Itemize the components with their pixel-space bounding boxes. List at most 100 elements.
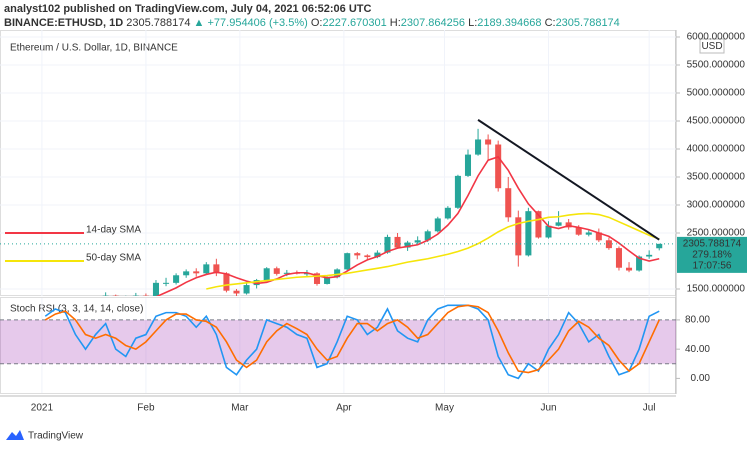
candle-body <box>334 269 341 278</box>
o-label: O: <box>311 17 323 29</box>
candle-body <box>132 295 139 296</box>
candle-body <box>565 222 572 228</box>
currency: USD <box>701 41 722 52</box>
candle-body <box>152 282 159 296</box>
candle-body <box>354 253 361 256</box>
candle-body <box>424 231 431 241</box>
last-price-extra: 17:07:56 <box>693 261 732 272</box>
x-tick-label: May <box>435 403 454 414</box>
candle-body <box>404 242 411 248</box>
candle-body <box>183 271 190 276</box>
y-tick-label: 4000.000000 <box>687 144 746 155</box>
currency-box <box>699 38 725 54</box>
price-plot <box>102 119 663 296</box>
last-price-box <box>677 236 747 273</box>
candle-body <box>414 240 421 243</box>
y-tick-label: 5500.000000 <box>687 60 746 71</box>
stoch-plot <box>0 304 676 380</box>
c-value: 2305.788174 <box>556 17 620 29</box>
c-label: C: <box>545 17 556 29</box>
candle-body <box>223 273 230 291</box>
candle-body <box>213 264 220 274</box>
candle-body <box>394 236 401 248</box>
quote-line: BINANCE:ETHUSD, 1D 2305.788174 ▲ +77.954… <box>4 17 620 29</box>
h-label: H: <box>390 17 401 29</box>
candle-body <box>163 282 170 284</box>
x-tick-label: Jul <box>643 403 656 414</box>
candle-body <box>656 243 663 249</box>
candle-body <box>515 217 522 256</box>
change: ▲ +77.954406 (+3.5%) <box>194 17 308 29</box>
sma-legend-label: 14-day SMA <box>86 225 141 236</box>
y-tick-label: 40.00 <box>685 344 710 355</box>
last-price-extra: 279.18% <box>692 250 732 261</box>
candle-body <box>646 254 653 257</box>
y-tick-label: 0.00 <box>691 373 711 384</box>
candle-body <box>203 264 210 274</box>
candle-body <box>283 272 290 274</box>
candle-body <box>475 139 482 155</box>
footer-logo: TradingView <box>6 430 84 442</box>
y-tick-label: 2500.000000 <box>687 228 746 239</box>
candle-body <box>615 248 622 268</box>
candle-body <box>535 211 542 238</box>
candle-body <box>495 144 502 189</box>
candle-body <box>273 268 280 274</box>
candle-body <box>102 295 109 296</box>
candle-body <box>112 295 119 296</box>
y-tick-label: 3500.000000 <box>687 172 746 183</box>
logo-mark <box>6 430 24 440</box>
candle-body <box>344 253 351 270</box>
candle-body <box>595 232 602 241</box>
candle-body <box>545 225 552 238</box>
candle-body <box>464 154 472 176</box>
candle-body <box>173 275 180 283</box>
candle-body <box>434 218 441 232</box>
x-tick-label: 2021 <box>31 403 54 414</box>
x-tick-label: Apr <box>336 403 352 414</box>
y-tick-label: 1500.000000 <box>687 284 746 295</box>
l-value: 2189.394668 <box>477 17 541 29</box>
y-tick-label: 5000.000000 <box>687 88 746 99</box>
candle-body <box>253 280 260 286</box>
trendline <box>477 119 660 241</box>
y-tick-label: 80.00 <box>685 315 710 326</box>
candle-body <box>626 267 633 271</box>
brand: TradingView <box>28 431 84 442</box>
candle-body <box>505 188 512 218</box>
x-tick-label: Jun <box>540 403 556 414</box>
publisher: analyst102 published on TradingView.com,… <box>4 3 371 15</box>
candle-body <box>444 207 451 219</box>
sma-line <box>206 212 660 290</box>
y-tick-label: 6000.000000 <box>687 32 746 43</box>
symbol: BINANCE:ETHUSD, 1D <box>4 17 123 29</box>
x-tick-label: Feb <box>137 403 155 414</box>
candle-body <box>636 256 643 271</box>
l-label: L: <box>468 17 477 29</box>
candle-body <box>243 285 250 294</box>
stoch-pane-title: Stoch RSI (3, 3, 14, 14, close) <box>10 304 143 315</box>
candle-body <box>374 252 381 258</box>
candle-body <box>233 290 240 294</box>
candle-body <box>313 273 321 284</box>
sma-legend-label: 50-day SMA <box>86 253 141 264</box>
candle-body <box>585 232 592 235</box>
stoch-line <box>44 304 660 380</box>
last-price: 2305.788174 <box>126 17 190 29</box>
y-tick-label: 4500.000000 <box>687 116 746 127</box>
x-tick-label: Mar <box>231 403 249 414</box>
sma-line <box>155 155 660 296</box>
candle-body <box>485 139 492 145</box>
candle-body <box>364 255 371 258</box>
candle-body <box>193 271 200 274</box>
candle-body <box>384 236 391 253</box>
candle-body <box>324 277 331 284</box>
candle-body <box>263 268 270 281</box>
last-price-label: 2305.788174 <box>683 239 742 250</box>
price-pane-title: Ethereum / U.S. Dollar, 1D, BINANCE <box>10 43 178 54</box>
candle-body <box>303 273 310 275</box>
candle-body <box>142 295 149 296</box>
y-tick-label: 3000.000000 <box>687 200 746 211</box>
